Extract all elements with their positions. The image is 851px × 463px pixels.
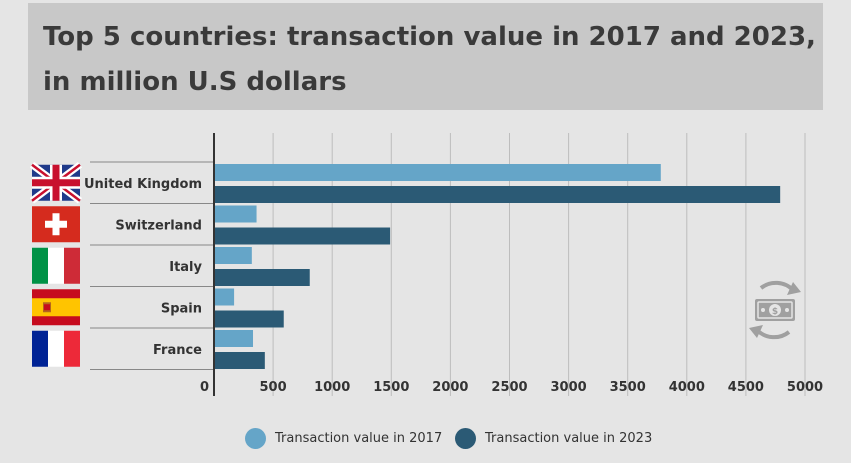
bar-2023-spain xyxy=(214,310,284,328)
svg-text:$: $ xyxy=(772,307,778,317)
x-tick-label: 3500 xyxy=(610,380,646,395)
x-tick-label: 1500 xyxy=(373,380,409,395)
category-label: Spain xyxy=(161,301,202,316)
x-tick-label: 1000 xyxy=(314,380,350,395)
switzerland-flag-icon xyxy=(32,206,80,243)
title-banner: Top 5 countries: transaction value in 20… xyxy=(28,3,823,110)
bar-2023-switzerland xyxy=(214,227,391,245)
category-label: United Kingdom xyxy=(84,177,202,192)
legend-item-2017: Transaction value in 2017 xyxy=(245,428,442,449)
category-label: Italy xyxy=(169,260,202,275)
x-tick-label: 3000 xyxy=(551,380,587,395)
bar-2023-italy xyxy=(214,269,310,286)
france-flag-icon xyxy=(32,330,80,367)
x-tick-label: 500 xyxy=(260,380,287,395)
bar-2017-switzerland xyxy=(214,205,257,223)
bar-2023-united-kingdom xyxy=(214,186,781,203)
category-label: France xyxy=(153,343,202,358)
chart-title-line-2: in million U.S dollars xyxy=(43,67,347,97)
legend-label-2017: Transaction value in 2017 xyxy=(275,431,443,446)
category-label: Switzerland xyxy=(115,218,202,233)
legend-swatch-2017 xyxy=(245,428,266,449)
x-tick-label: 5000 xyxy=(787,380,823,395)
x-tick-label: 0 xyxy=(200,380,209,395)
chart-title-line-1: Top 5 countries: transaction value in 20… xyxy=(43,22,816,52)
x-tick-label: 2500 xyxy=(491,380,527,395)
x-tick-label: 4500 xyxy=(728,380,764,395)
bar-2023-france xyxy=(214,352,265,369)
bar-2017-france xyxy=(214,330,254,347)
legend-swatch-2023 xyxy=(455,428,476,449)
bar-2017-italy xyxy=(214,247,252,264)
x-tick-label: 2000 xyxy=(432,380,468,395)
italy-flag-icon xyxy=(32,247,80,284)
x-tick-label: 4000 xyxy=(669,380,705,395)
uk-flag-icon xyxy=(29,161,83,204)
money-exchange-icon: $ xyxy=(749,280,801,340)
bar-2017-united-kingdom xyxy=(214,164,661,181)
legend-item-2023: Transaction value in 2023 xyxy=(455,428,652,449)
spain-flag-icon xyxy=(32,289,80,326)
bar-2017-spain xyxy=(214,288,235,306)
legend: Transaction value in 2017 Transaction va… xyxy=(0,428,851,450)
legend-label-2023: Transaction value in 2023 xyxy=(485,431,653,446)
